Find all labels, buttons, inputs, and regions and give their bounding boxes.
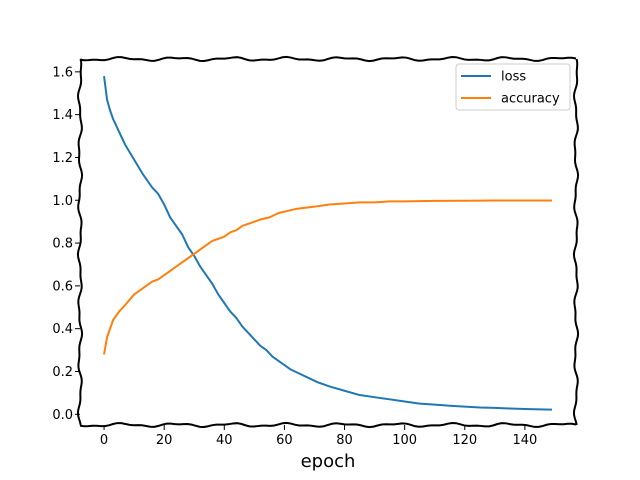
y-tick-label: 0.8 xyxy=(52,237,73,252)
x-tick-label: 60 xyxy=(276,433,293,448)
frame-left xyxy=(76,58,84,426)
frame-bottom xyxy=(79,421,577,429)
legend: loss accuracy xyxy=(455,63,571,111)
y-axis-ticks: 0.0 0.2 0.4 0.6 0.8 1.0 1.2 1.4 1.6 xyxy=(52,65,80,423)
frame-right xyxy=(572,58,580,426)
series-line-accuracy xyxy=(103,199,552,355)
y-tick-label: 1.2 xyxy=(52,151,73,166)
x-axis-ticks: 0 20 40 60 80 100 120 140 xyxy=(100,425,537,448)
x-tick-label: 0 xyxy=(100,433,108,448)
legend-label-loss: loss xyxy=(501,70,526,85)
y-tick-label: 1.0 xyxy=(52,194,73,209)
y-tick-label: 0.2 xyxy=(52,365,73,380)
plot-lines xyxy=(103,75,552,411)
series-line-loss xyxy=(103,75,552,411)
y-tick-label: 1.4 xyxy=(52,108,73,123)
x-tick-label: 120 xyxy=(452,433,477,448)
y-tick-label: 0.0 xyxy=(52,408,73,423)
x-tick-label: 20 xyxy=(156,433,173,448)
y-tick-label: 0.6 xyxy=(52,279,73,294)
x-axis-label: epoch xyxy=(301,451,356,472)
frame-top xyxy=(79,55,577,63)
legend-label-accuracy: accuracy xyxy=(501,92,560,107)
x-tick-label: 100 xyxy=(392,433,417,448)
x-tick-label: 140 xyxy=(512,433,537,448)
y-tick-label: 0.4 xyxy=(52,322,73,337)
axes-frame xyxy=(76,55,580,429)
x-tick-label: 40 xyxy=(216,433,233,448)
x-tick-label: 80 xyxy=(336,433,353,448)
y-tick-label: 1.6 xyxy=(52,65,73,80)
